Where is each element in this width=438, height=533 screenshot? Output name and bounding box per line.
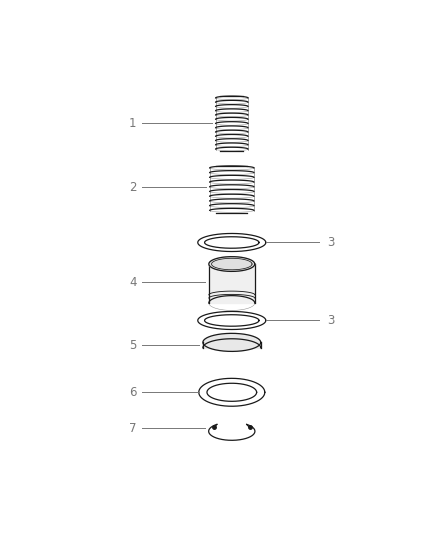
Polygon shape xyxy=(208,264,254,303)
Text: 5: 5 xyxy=(129,338,136,352)
Text: 7: 7 xyxy=(129,422,136,435)
Text: 4: 4 xyxy=(129,276,136,289)
Polygon shape xyxy=(208,257,254,271)
Text: 6: 6 xyxy=(129,386,136,399)
Text: 1: 1 xyxy=(129,117,136,130)
Polygon shape xyxy=(202,342,260,348)
Text: 2: 2 xyxy=(129,181,136,193)
Text: 3: 3 xyxy=(326,236,334,249)
Polygon shape xyxy=(202,333,260,351)
Text: 3: 3 xyxy=(326,314,334,327)
